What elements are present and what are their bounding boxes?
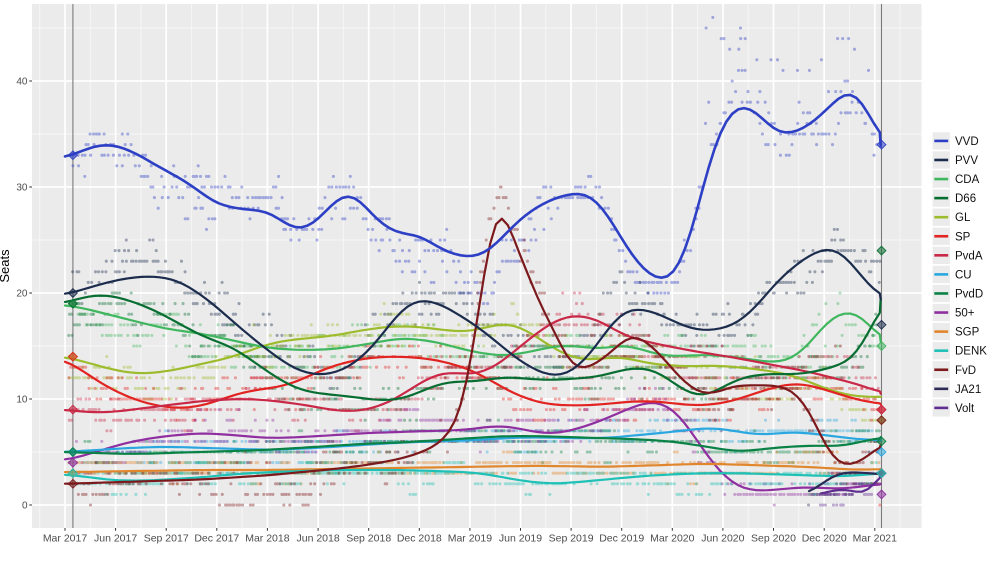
svg-text:Sep 2019: Sep 2019	[549, 533, 594, 545]
svg-text:Jun 2017: Jun 2017	[94, 533, 137, 545]
svg-text:D66: D66	[955, 193, 976, 205]
svg-text:Mar 2021: Mar 2021	[853, 533, 898, 545]
svg-text:0: 0	[22, 500, 28, 511]
svg-text:40: 40	[16, 76, 28, 87]
svg-text:Seats: Seats	[0, 249, 12, 283]
svg-text:GL: GL	[955, 212, 971, 224]
svg-text:PvdA: PvdA	[955, 250, 983, 262]
svg-text:DENK: DENK	[955, 346, 987, 358]
svg-text:Mar 2019: Mar 2019	[448, 533, 493, 545]
svg-text:SP: SP	[955, 231, 971, 243]
svg-text:FvD: FvD	[955, 365, 976, 377]
svg-text:Sep 2018: Sep 2018	[346, 533, 391, 545]
svg-text:VVD: VVD	[955, 136, 979, 148]
svg-text:PVV: PVV	[955, 155, 978, 167]
svg-text:50+: 50+	[955, 308, 975, 320]
svg-text:CDA: CDA	[955, 174, 980, 186]
svg-text:Dec 2017: Dec 2017	[194, 533, 239, 545]
svg-text:CU: CU	[955, 269, 972, 281]
svg-text:Dec 2018: Dec 2018	[397, 533, 442, 545]
svg-text:Jun 2019: Jun 2019	[499, 533, 542, 545]
svg-text:Mar 2017: Mar 2017	[43, 533, 88, 545]
svg-text:Jun 2018: Jun 2018	[296, 533, 339, 545]
svg-text:PvdD: PvdD	[955, 288, 983, 300]
svg-text:Mar 2020: Mar 2020	[650, 533, 695, 545]
svg-text:Mar 2018: Mar 2018	[245, 533, 290, 545]
svg-text:SGP: SGP	[955, 327, 980, 339]
svg-text:Volt: Volt	[955, 403, 975, 415]
svg-text:10: 10	[16, 394, 28, 405]
svg-text:20: 20	[16, 288, 28, 299]
svg-text:30: 30	[16, 182, 28, 193]
svg-text:JA21: JA21	[955, 384, 981, 396]
svg-text:Sep 2017: Sep 2017	[144, 533, 189, 545]
svg-text:Jun 2020: Jun 2020	[701, 533, 744, 545]
svg-text:Dec 2019: Dec 2019	[599, 533, 644, 545]
svg-text:Sep 2020: Sep 2020	[751, 533, 796, 545]
svg-text:Dec 2020: Dec 2020	[802, 533, 847, 545]
